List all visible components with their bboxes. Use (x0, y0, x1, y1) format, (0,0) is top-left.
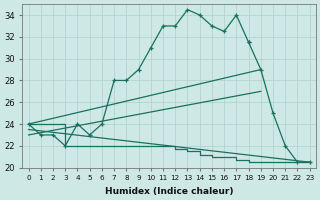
X-axis label: Humidex (Indice chaleur): Humidex (Indice chaleur) (105, 187, 233, 196)
